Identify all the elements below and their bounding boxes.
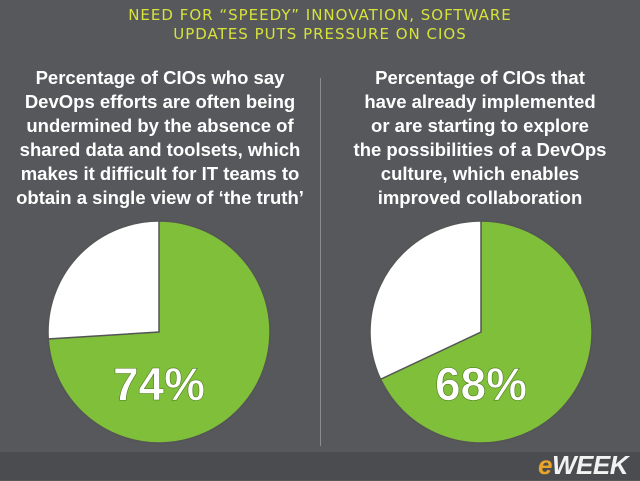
left-caption-line: shared data and toolsets, which (19, 139, 301, 160)
panel-divider (320, 78, 321, 446)
right-caption-line: or are starting to explore (371, 115, 589, 136)
left-pie-chart: 74% (47, 220, 271, 444)
left-panel: Percentage of CIOs who say DevOps effort… (10, 66, 310, 210)
right-caption-line: have already implemented (364, 91, 596, 112)
left-caption-line: DevOps efforts are often being (24, 91, 296, 112)
right-pie-chart: 68% (369, 220, 593, 444)
logo-week: WEEK (552, 450, 629, 480)
right-caption: Percentage of CIOs that have already imp… (330, 66, 630, 210)
pie-slice-value (379, 220, 593, 444)
right-caption-line: culture, which enables (380, 163, 580, 184)
left-caption-line: undermined by the absence of (26, 115, 294, 136)
eweek-logo[interactable]: eWEEK (538, 450, 628, 481)
right-panel: Percentage of CIOs that have already imp… (330, 66, 630, 210)
footer-bar (0, 452, 640, 480)
headline-line-2: UPDATES PUTS PRESSURE ON CIOS (173, 25, 467, 43)
right-caption-line: the possibilities of a DevOps (353, 139, 607, 160)
logo-e: e (538, 450, 552, 480)
left-caption-line: makes it difficult for IT teams to (20, 163, 300, 184)
right-caption-line: Percentage of CIOs that (375, 67, 585, 88)
pie-percent-label: 74% (113, 358, 205, 410)
headline-line-1: NEED FOR “SPEEDY” INNOVATION, SOFTWARE (128, 6, 512, 24)
pie-slice-value (47, 220, 271, 444)
right-caption-line: improved collaboration (377, 187, 583, 208)
headline: NEED FOR “SPEEDY” INNOVATION, SOFTWARE U… (0, 6, 640, 44)
left-caption: Percentage of CIOs who say DevOps effort… (10, 66, 310, 210)
left-caption-line: Percentage of CIOs who say (35, 67, 285, 88)
pie-percent-label: 68% (435, 358, 527, 410)
left-caption-line: obtain a single view of ‘the truth’ (16, 187, 304, 208)
